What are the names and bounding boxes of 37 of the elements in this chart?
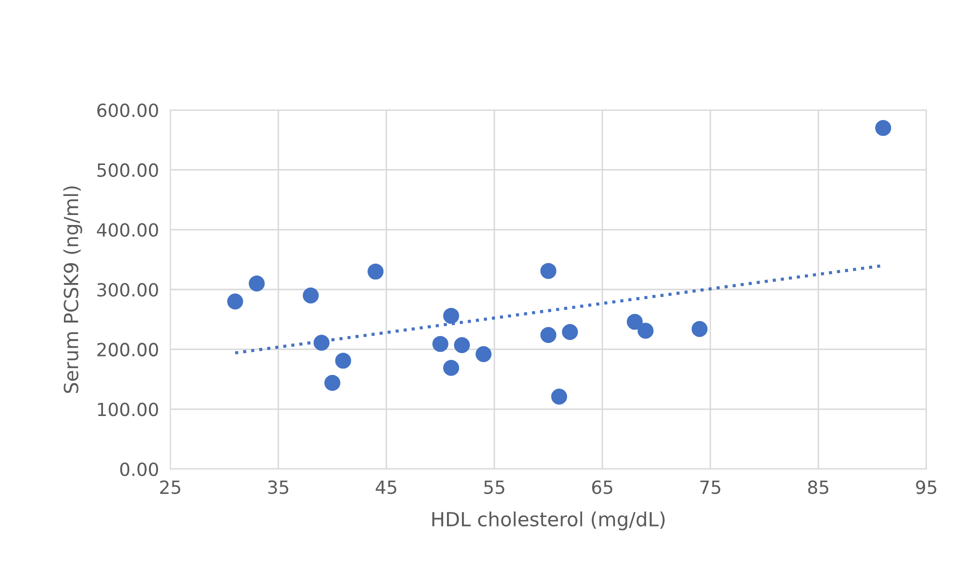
point: [335, 352, 352, 369]
point: [443, 308, 460, 324]
point: [626, 314, 643, 330]
point: [248, 276, 265, 292]
x-tick-label: 75: [700, 480, 720, 494]
x-tick-label: 85: [808, 480, 828, 494]
x-axis-title: HDL cholesterol (mg/dL): [432, 511, 665, 530]
y-tick-label: 0.00: [120, 462, 158, 476]
x-tick-label: 45: [376, 480, 396, 494]
y-tick-label: 500.00: [97, 163, 158, 177]
x-tick-label: 25: [160, 480, 180, 494]
x-tick-label: 35: [268, 480, 288, 494]
point: [540, 326, 556, 343]
point: [540, 262, 556, 279]
y-tick-label: 200.00: [97, 342, 158, 356]
point: [454, 337, 470, 354]
point: [227, 293, 244, 310]
y-tick-label: 400.00: [96, 223, 158, 237]
point: [562, 324, 578, 340]
point: [875, 120, 892, 136]
point: [302, 288, 319, 304]
y-axis-title: Serum PCSK9 (ng/ml): [63, 186, 82, 393]
y-tick-label: 600.00: [97, 103, 158, 118]
x-tick-label: 65: [592, 480, 612, 494]
point: [638, 322, 654, 339]
point: [324, 374, 340, 391]
point: [314, 334, 330, 351]
y-tick-label: 300.00: [97, 282, 158, 297]
point: [368, 264, 384, 280]
point: [551, 388, 568, 405]
point: [443, 360, 460, 376]
point: [476, 346, 492, 362]
y-tick-label: 100.00: [98, 402, 158, 416]
point: [432, 336, 448, 352]
point: [692, 321, 708, 337]
x-tick-label: 95: [916, 480, 936, 494]
x-tick-label: 55: [484, 480, 504, 494]
